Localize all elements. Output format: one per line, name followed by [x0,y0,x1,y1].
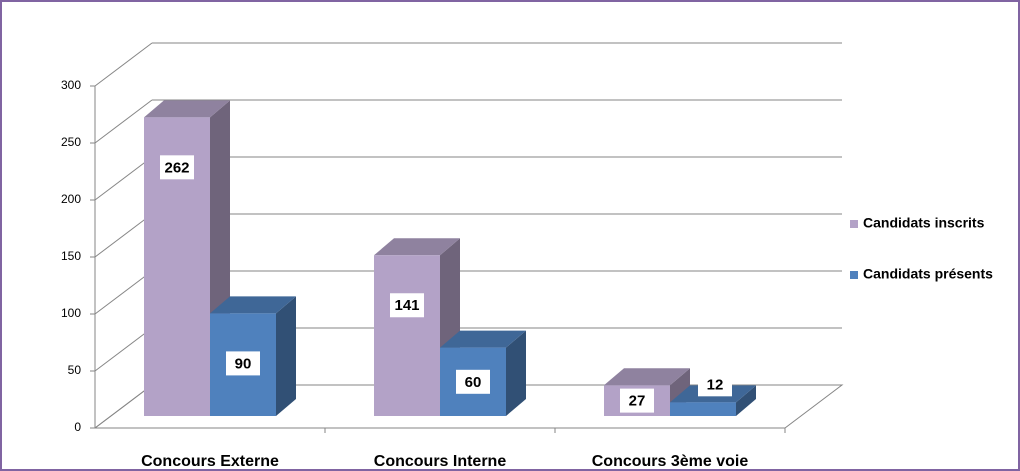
grid-line [94,270,153,315]
value-label-box [390,293,424,318]
legend-swatch [850,271,858,279]
y-tick-label: 250 [61,135,81,149]
value-label-box [226,351,260,376]
grid-line [94,384,153,429]
value-label: 90 [235,355,252,372]
y-tick-label: 150 [61,249,81,263]
bar-top [440,330,526,348]
value-label-box [698,372,732,397]
grid-line [94,99,153,144]
value-label-box [620,388,654,413]
bar-top [604,368,690,386]
grid-line [94,327,153,372]
x-tick-label: Concours Interne [374,453,507,470]
bar [670,402,736,416]
grid-line [94,42,153,87]
legend-label: Candidats inscrits [863,215,985,231]
legend-label: Candidats présents [863,266,993,282]
bar-top [210,296,296,314]
bar-side [736,385,756,416]
y-tick-label: 300 [61,78,81,92]
value-label: 12 [707,376,724,393]
y-tick-label: 200 [61,192,81,206]
value-label-box [456,369,490,394]
legend-swatch [850,220,858,228]
value-label: 262 [164,159,189,176]
grid-line [94,213,153,258]
y-tick-label: 0 [74,420,81,434]
bar-top [144,100,230,118]
y-tick-label: 50 [68,363,82,377]
bar-side [506,330,526,416]
bar-top [374,238,460,256]
grid-line [94,156,153,201]
x-tick-label: Concours Externe [141,453,279,470]
value-label: 60 [465,374,482,391]
y-tick-label: 100 [61,306,81,320]
bar-side [276,296,296,416]
value-label: 27 [629,393,646,410]
value-label-box [160,155,194,180]
value-label: 141 [394,297,419,314]
x-tick-label: Concours 3ème voie [592,453,749,470]
bar [374,255,440,416]
